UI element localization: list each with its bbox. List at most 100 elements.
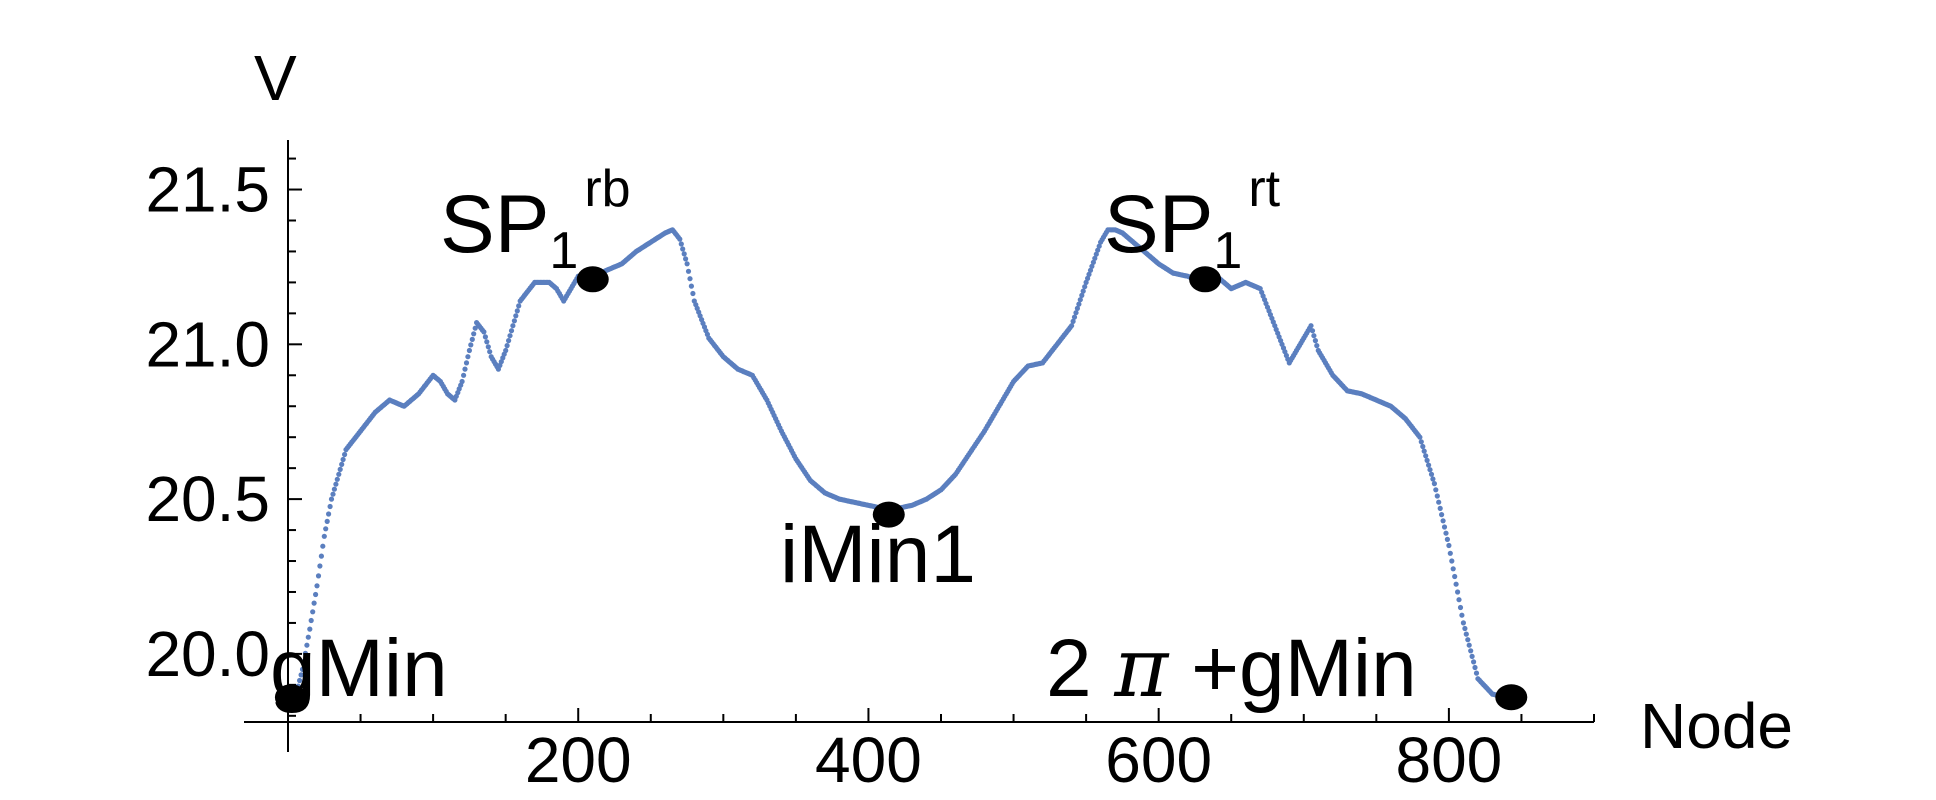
data-point <box>1447 550 1453 556</box>
data-point <box>1085 275 1091 281</box>
data-point <box>684 261 690 267</box>
y-axis-label: V <box>254 42 297 114</box>
data-point <box>321 533 327 539</box>
data-point <box>471 331 477 337</box>
data-point <box>326 511 332 517</box>
data-point <box>1082 284 1088 290</box>
annotation-sp1-rb: SP1rb <box>440 160 631 280</box>
annotation-sp1-rb-label: SP <box>440 179 549 270</box>
data-point <box>1312 338 1318 344</box>
data-point <box>320 543 326 549</box>
data-point <box>310 609 316 615</box>
data-point <box>1443 530 1449 536</box>
data-point <box>1468 648 1474 654</box>
data-point <box>677 236 683 242</box>
data-point <box>302 650 308 656</box>
data-point <box>340 456 346 463</box>
data-point <box>1433 487 1439 493</box>
data-point <box>513 313 519 319</box>
data-point <box>690 290 696 297</box>
data-point <box>503 347 509 354</box>
data-point <box>1469 653 1475 660</box>
data-point <box>324 518 330 525</box>
annotation-2pi-prefix: 2 <box>1046 623 1114 714</box>
data-point <box>1465 637 1471 643</box>
data-point <box>336 471 342 477</box>
data-point <box>688 283 695 289</box>
x-tick-label: 200 <box>525 724 632 796</box>
data-point <box>1417 434 1423 440</box>
data-point <box>1418 439 1424 445</box>
data-point <box>683 256 689 262</box>
data-point <box>468 342 474 348</box>
data-point <box>1455 589 1461 595</box>
data-point <box>318 553 324 559</box>
data-point <box>1076 301 1082 307</box>
data-point <box>1079 292 1085 298</box>
data-point <box>339 461 345 467</box>
data-point <box>472 325 478 331</box>
y-tick-label: 21.5 <box>145 154 270 226</box>
data-point <box>1093 251 1099 257</box>
data-point <box>334 476 340 482</box>
annotation-marker-0 <box>576 266 609 293</box>
data-point <box>506 338 512 344</box>
data-point <box>327 503 333 510</box>
data-point <box>1460 620 1466 626</box>
data-point <box>482 334 488 340</box>
data-point <box>461 372 467 378</box>
data-point <box>1092 255 1098 261</box>
data-point <box>1096 243 1102 249</box>
data-point <box>469 336 475 342</box>
data-point <box>1087 267 1094 273</box>
data-point <box>1071 314 1078 320</box>
data-point <box>481 329 487 335</box>
data-point <box>299 666 306 673</box>
data-point <box>485 344 491 350</box>
data-point <box>1083 279 1089 285</box>
annotation-imin1: iMin1 <box>780 509 976 600</box>
annotation-marker-4 <box>1495 684 1528 711</box>
data-points <box>285 227 1510 700</box>
data-point <box>1444 536 1450 543</box>
data-point <box>333 481 339 487</box>
data-point <box>304 642 310 648</box>
data-point <box>331 486 337 492</box>
data-point <box>1089 263 1095 269</box>
annotation-sp1-rt-subscript: 1 <box>1213 222 1242 280</box>
data-point <box>681 251 687 257</box>
data-point <box>1423 453 1429 459</box>
data-point <box>507 333 513 339</box>
data-point <box>307 626 313 632</box>
data-point <box>1086 271 1092 277</box>
data-point <box>1080 288 1086 294</box>
annotation-sp1-rt: SP1rt <box>1104 160 1281 280</box>
data-point <box>462 366 468 372</box>
y-tick-label: 21.0 <box>145 308 270 380</box>
data-point <box>1069 323 1075 329</box>
data-point <box>678 241 684 247</box>
data-point <box>1472 664 1478 671</box>
data-point <box>317 563 323 569</box>
data-point <box>297 677 303 684</box>
data-point <box>1420 443 1426 450</box>
annotation-2pi-symbol: π <box>1113 621 1170 716</box>
data-point <box>1090 259 1096 265</box>
data-point <box>1453 581 1459 587</box>
data-point <box>465 354 471 360</box>
axis-ticks: 200 400 600 800 20.0 20.5 21.0 21.5 <box>145 154 1595 796</box>
x-tick-label: 600 <box>1105 724 1212 796</box>
data-point <box>1473 670 1480 676</box>
data-point <box>685 268 692 274</box>
data-point <box>1449 558 1455 564</box>
data-point <box>298 672 304 678</box>
data-point <box>687 276 693 282</box>
data-point <box>1441 524 1448 530</box>
data-point <box>1311 333 1317 339</box>
data-point <box>1436 499 1442 505</box>
y-tick-label: 20.5 <box>145 463 270 535</box>
data-point <box>308 617 314 624</box>
data-point <box>342 451 348 458</box>
data-point <box>511 318 517 324</box>
